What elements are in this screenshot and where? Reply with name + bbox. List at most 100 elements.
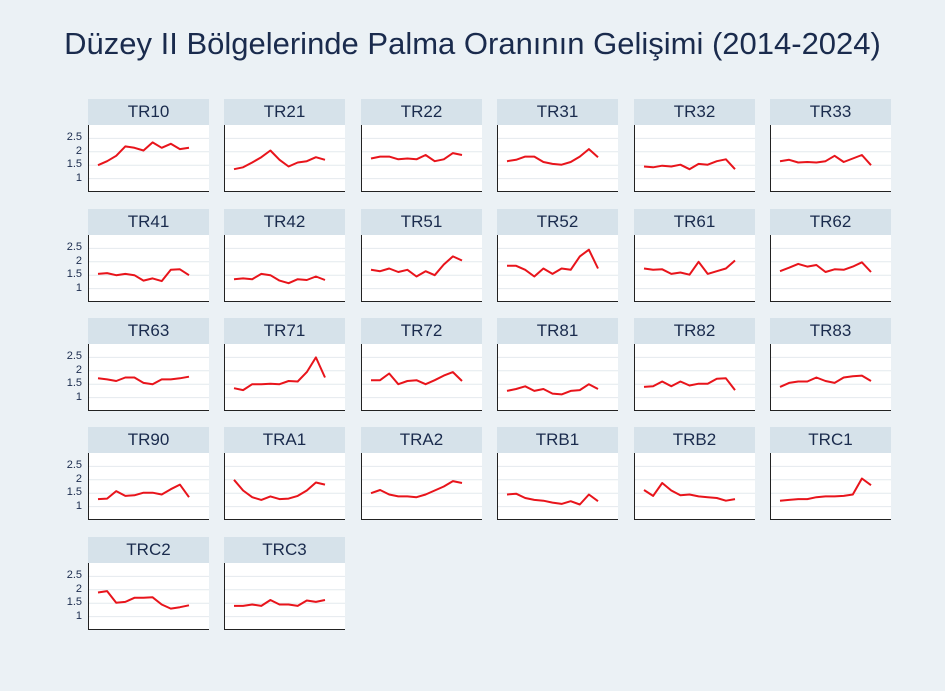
y-axis-labels: 1 1.5 2 2.5 <box>46 125 88 192</box>
panel-label: TR42 <box>224 209 345 235</box>
line-plot <box>88 235 209 302</box>
plot-area <box>770 125 891 192</box>
panel-label: TR81 <box>497 318 618 344</box>
panel-tr72: TR72 <box>361 318 482 411</box>
line-plot <box>361 125 482 192</box>
series-line-tr32 <box>643 158 736 171</box>
panel-tr33: TR33 <box>770 99 891 192</box>
line-plot <box>361 344 482 411</box>
y-tick-label: 2.5 <box>66 350 82 363</box>
panel-trb1: TRB1 <box>497 427 618 520</box>
line-plot <box>634 125 755 192</box>
panel-label: TRB1 <box>497 427 618 453</box>
y-tick-label: 2 <box>75 144 82 157</box>
plot-area <box>497 453 618 520</box>
series-line-trc3 <box>234 599 326 607</box>
line-plot <box>770 453 891 520</box>
series-line-tr90 <box>97 483 190 501</box>
panel-tr21: TR21 <box>224 99 345 192</box>
panel-tr61: TR61 <box>634 209 755 302</box>
series-line-tr21 <box>233 149 326 171</box>
line-plot <box>224 235 345 302</box>
series-line-tr10 <box>97 141 190 167</box>
plot-area <box>224 125 345 192</box>
series-line-tr33 <box>779 154 872 166</box>
line-plot <box>634 453 755 520</box>
y-tick-label: 1.5 <box>66 268 82 281</box>
line-plot <box>770 235 891 302</box>
y-tick-label: 2 <box>75 254 82 267</box>
line-plot <box>361 453 482 520</box>
series-line-tr72 <box>371 371 463 386</box>
panel-tr10: TR10 1 1.5 2 2.5 <box>67 99 209 192</box>
line-plot <box>497 453 618 520</box>
panel-tra2: TRA2 <box>361 427 482 520</box>
panel-label: TR10 <box>88 99 209 125</box>
series-line-trc2 <box>97 590 190 610</box>
plot-area <box>361 235 482 302</box>
panel-label: TR51 <box>361 209 482 235</box>
line-plot <box>497 344 618 411</box>
plot-area <box>361 344 482 411</box>
series-line-trc1 <box>779 477 872 502</box>
panel-tr83: TR83 <box>770 318 891 411</box>
y-tick-label: 2 <box>75 363 82 376</box>
panel-label: TR32 <box>634 99 755 125</box>
panel-tr71: TR71 <box>224 318 345 411</box>
panel-tr51: TR51 <box>361 209 482 302</box>
line-plot <box>634 235 755 302</box>
panel-trb2: TRB2 <box>634 427 755 520</box>
y-tick-label: 2.5 <box>66 459 82 472</box>
y-axis-labels: 1 1.5 2 2.5 <box>46 453 88 520</box>
plot-area <box>497 125 618 192</box>
plot-area <box>361 125 482 192</box>
y-tick-label: 1 <box>75 499 82 512</box>
series-line-tra2 <box>370 480 463 499</box>
panel-tra1: TRA1 <box>224 427 345 520</box>
series-line-tr83 <box>779 374 872 388</box>
panel-label: TR41 <box>88 209 209 235</box>
panel-label: TR21 <box>224 99 345 125</box>
line-plot <box>361 235 482 302</box>
y-tick-label: 1 <box>75 609 82 622</box>
series-line-tr81 <box>506 383 599 396</box>
plot-area <box>770 453 891 520</box>
line-plot <box>88 453 209 520</box>
y-tick-label: 2.5 <box>66 241 82 254</box>
plot-area <box>497 235 618 302</box>
panel-label: TRC1 <box>770 427 891 453</box>
line-plot <box>88 125 209 192</box>
series-line-tr42 <box>233 272 326 285</box>
panel-label: TR63 <box>88 318 209 344</box>
series-line-tr31 <box>506 148 599 166</box>
panel-label: TR83 <box>770 318 891 344</box>
line-plot <box>224 344 345 411</box>
plot-area <box>497 344 618 411</box>
plot-area <box>770 344 891 411</box>
line-plot <box>88 563 209 630</box>
panel-tr52: TR52 <box>497 209 618 302</box>
y-tick-label: 1.5 <box>66 377 82 390</box>
plot-area <box>88 235 209 302</box>
panel-trc2: TRC2 1 1.5 2 2.5 <box>67 537 209 630</box>
panel-tr82: TR82 <box>634 318 755 411</box>
y-tick-label: 1 <box>75 281 82 294</box>
y-tick-label: 2.5 <box>66 569 82 582</box>
panel-label: TRB2 <box>634 427 755 453</box>
y-tick-label: 1.5 <box>66 158 82 171</box>
panel-label: TRC3 <box>224 537 345 563</box>
line-plot <box>497 235 618 302</box>
panel-label: TR62 <box>770 209 891 235</box>
y-tick-label: 1.5 <box>66 596 82 609</box>
y-axis-labels: 1 1.5 2 2.5 <box>46 235 88 302</box>
series-line-tr41 <box>97 268 190 283</box>
y-tick-label: 1 <box>75 390 82 403</box>
panel-label: TR90 <box>88 427 209 453</box>
plot-area <box>634 344 755 411</box>
line-plot <box>224 563 345 630</box>
y-axis-labels: 1 1.5 2 2.5 <box>46 563 88 630</box>
line-plot <box>224 453 345 520</box>
panel-tr41: TR41 1 1.5 2 2.5 <box>67 209 209 302</box>
panel-label: TR52 <box>497 209 618 235</box>
